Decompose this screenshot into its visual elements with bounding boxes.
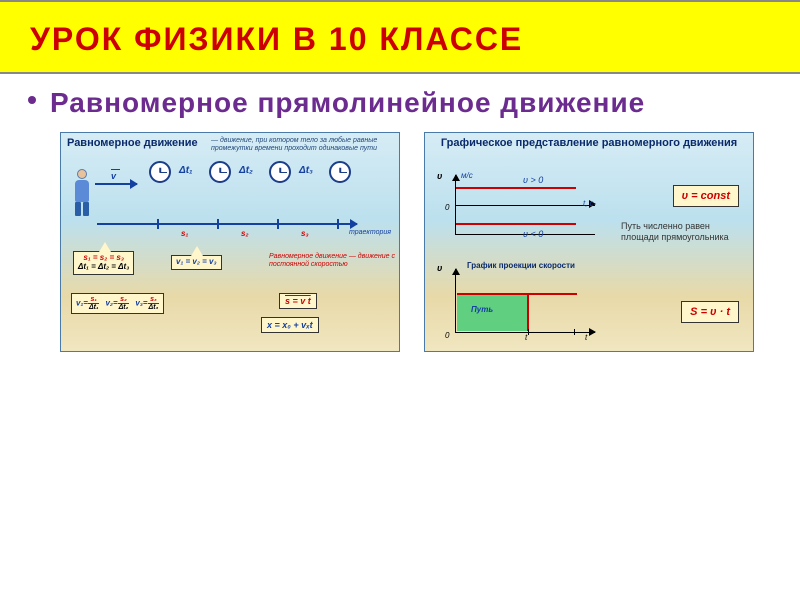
title-bar: УРОК ФИЗИКИ В 10 КЛАССЕ [0,0,800,74]
box1-line2: Δt₁ = Δt₂ = Δt₃ [78,263,129,272]
box2-text: v₁ = v₂ = v₃ [176,258,217,267]
formula-s: S = υ · t [681,301,739,323]
formula-s-vt: s = v t [279,293,317,309]
v2-eq: v₂=s₂Δt₂ [105,296,129,311]
formula-x: x = x₀ + vₓt [261,317,319,333]
page-title: УРОК ФИЗИКИ В 10 КЛАССЕ [30,20,770,58]
trajectory-axis [97,223,357,225]
chart1-xlabel: t, c [583,199,594,208]
tick-icon [157,219,159,229]
diagram-row: Равномерное движение — движение, при кот… [0,126,800,352]
formula-const: υ = const [673,185,739,207]
chart2-t1: t [525,333,527,342]
v3-eq: v₃=s₃Δt₃ [135,296,159,311]
chart1-ylabel: υ [437,171,442,181]
left-description: — движение, при котором тело за любые ра… [211,137,399,152]
tick-icon [277,219,279,229]
clock-icon [329,161,351,183]
tick-icon [337,219,339,229]
left-title: Равномерное движение [67,137,198,149]
s3-label: s₃ [301,229,309,238]
v1-eq: v₁=s₁Δt₁ [76,296,99,311]
arrow-up-icon [452,174,460,181]
dt3-label: Δt₃ [299,165,313,176]
right-title: Графическое представление равномерного д… [425,137,753,149]
right-diagram: Графическое представление равномерного д… [424,132,754,352]
chart1-neg-label: υ < 0 [523,229,543,239]
chart2-ylabel: υ [437,263,442,273]
velocity-label: v [111,171,116,181]
s1-label: s₁ [181,229,188,238]
chart2-velocity-line [457,293,577,295]
chart1-line-negative [456,223,576,225]
arrow-right-icon [589,328,596,336]
chart2-zero: 0 [445,331,449,340]
tick-icon [217,219,219,229]
velocity-fractions-box: v₁=s₁Δt₁ v₂=s₂Δt₂ v₃=s₃Δt₃ [71,293,164,314]
subtitle-row: Равномерное прямолинейное движение [0,74,800,126]
uniform-motion-description: Равномерное движение — движение с постоя… [269,253,399,268]
arrow-up-icon [452,268,460,275]
area-note: Путь численно равен площади прямоугольни… [621,221,747,243]
left-diagram: Равномерное движение — движение, при кот… [60,132,400,352]
dt2-label: Δt₂ [239,165,253,176]
chart1-zero: 0 [445,203,449,212]
equality-box-1: s₁ = s₂ = s₃ Δt₁ = Δt₂ = Δt₃ [73,251,134,275]
trajectory-label: траектория [349,229,391,236]
chart1-line-positive [456,187,576,189]
clock-icon [269,161,291,183]
dt1-label: Δt₁ [179,165,193,176]
tick-icon [528,329,529,335]
person-icon [71,169,93,219]
chart2-t2: t [585,333,587,342]
area-label: Путь [471,305,493,314]
equality-box-2: v₁ = v₂ = v₃ [171,255,222,270]
chart2-axes [455,269,595,333]
callout-icon [191,246,203,256]
chart1-pos-label: υ > 0 [523,175,543,185]
velocity-arrow-icon [95,183,137,185]
clock-icon [149,161,171,183]
clock-icon [209,161,231,183]
s2-label: s₂ [241,229,249,238]
subtitle: Равномерное прямолинейное движение [50,86,770,120]
chart1-zero-axis [456,205,595,206]
bullet-icon [28,96,36,104]
tick-icon [574,329,575,335]
callout-icon [99,242,111,252]
